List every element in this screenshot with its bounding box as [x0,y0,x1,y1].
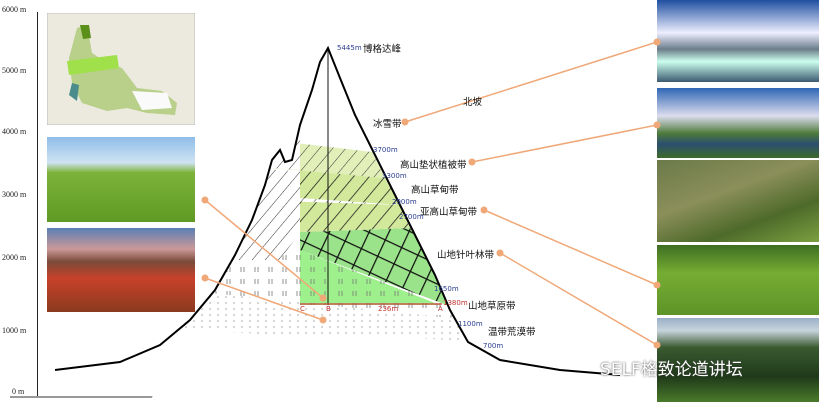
tick-1000: 1000 m [2,326,27,335]
conifer-forest-photo [657,318,819,402]
zone-desert: 温带荒漠带 [488,327,536,338]
leader-lines [204,41,658,346]
alt-2700: 2700m [399,213,424,221]
zone-conifer-forest: 山地针叶林带 [437,250,495,261]
alpine-meadow-photo [657,160,819,242]
red-desert-photo [47,228,195,312]
zone-snow: 冰雪带 [373,119,402,130]
zone-steppe: 山地草原带 [468,301,516,312]
slope-label: 北坡 [463,97,483,108]
subalpine-meadow-photo [657,245,819,315]
zone-alpine-meadow: 高山草甸带 [411,185,459,196]
alt-1650: 1650m [434,285,459,293]
alt-3700: 3700m [373,146,398,154]
zone-alpine-cushion: 高山垫状植被带 [400,160,467,171]
point-a: A [438,305,443,313]
tick-3000: 3000 m [2,190,27,199]
watermark: SELF格致论道讲坛 [600,360,743,380]
mountain-outline [54,45,621,376]
grassland-photo [47,137,195,222]
point-b: B [326,305,331,313]
point-c: C [300,305,305,313]
alt-1100: 1100m [458,320,483,328]
alpine-lake-photo [657,88,819,158]
alt-700: 700m [483,342,504,350]
leader-dots [201,38,661,349]
tick-6000: 6000 m [2,5,27,14]
tick-2000: 2000 m [2,253,27,262]
snow-peak-photo [657,0,819,82]
tick-4000: 4000 m [2,127,27,136]
altitude-axis [37,12,38,397]
peak-altitude: 5445m [337,44,362,52]
region-map [47,13,195,125]
alt-1380: 1380m [443,299,468,307]
alt-3300: 3300m [382,172,407,180]
alt-2900: 2900m [392,198,417,206]
peak-name: 博格达峰 [363,44,402,55]
tick-5000: 5000 m [2,66,27,75]
tick-0: 0 m [12,387,25,396]
distance-label: 236m [378,305,399,313]
zone-subalpine-meadow: 亚高山草甸带 [420,207,478,218]
